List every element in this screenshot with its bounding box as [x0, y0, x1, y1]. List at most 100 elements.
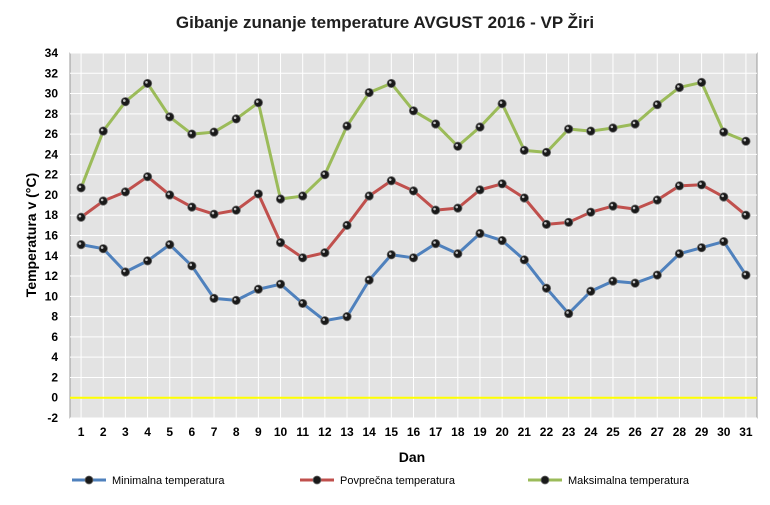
data-point: [253, 189, 263, 199]
x-tick-label: 27: [651, 425, 665, 439]
data-point: [497, 179, 507, 189]
data-point: [253, 98, 263, 108]
data-point: [231, 295, 241, 305]
x-tick-label: 14: [362, 425, 376, 439]
x-tick-label: 31: [739, 425, 753, 439]
data-point-highlight: [544, 221, 547, 225]
data-point: [275, 279, 286, 289]
data-point: [586, 126, 596, 136]
data-point-highlight: [145, 174, 148, 177]
data-point: [608, 276, 618, 286]
data-point: [475, 228, 485, 239]
data-point: [519, 145, 529, 155]
x-tick-label: 4: [144, 425, 151, 439]
data-point-highlight: [743, 272, 747, 276]
data-point: [696, 77, 707, 88]
data-point: [320, 170, 330, 180]
x-tick-label: 8: [233, 425, 240, 439]
series-2: [76, 172, 751, 263]
data-point-highlight: [278, 281, 281, 285]
y-tick-label: 2: [51, 370, 58, 384]
x-tick-label: 5: [166, 425, 173, 439]
x-tick-label: 17: [429, 425, 443, 439]
data-point: [364, 191, 374, 201]
y-tick-label: 8: [51, 310, 58, 324]
x-tick-label: 6: [189, 425, 196, 439]
data-point: [165, 190, 175, 200]
data-point: [120, 97, 131, 107]
data-point: [386, 176, 396, 186]
x-tick-label: 2: [100, 425, 107, 439]
data-point-highlight: [145, 81, 148, 84]
x-tick-label: 28: [673, 425, 687, 439]
data-point-highlight: [300, 193, 303, 197]
legend-swatch-marker: [84, 475, 94, 485]
data-point: [431, 239, 441, 249]
data-point-highlight: [455, 251, 459, 254]
legend-item: Maksimalna temperatura: [528, 475, 690, 487]
y-tick-label: 28: [45, 107, 59, 121]
data-point-highlight: [388, 252, 392, 255]
data-point: [431, 119, 441, 129]
data-point: [187, 202, 197, 212]
data-point: [541, 219, 552, 229]
data-point-highlight: [566, 219, 569, 223]
x-tick-label: 16: [407, 425, 421, 439]
data-point-highlight: [344, 123, 348, 127]
x-tick-label: 10: [274, 425, 288, 439]
data-point: [630, 204, 640, 214]
data-point-highlight: [721, 194, 724, 198]
data-point: [320, 248, 330, 258]
data-point: [98, 196, 108, 206]
x-tick-label: 12: [318, 425, 332, 439]
data-point: [541, 147, 552, 157]
data-point-highlight: [300, 255, 303, 259]
x-tick-label: 19: [473, 425, 487, 439]
x-tick-label: 9: [255, 425, 262, 439]
data-point-highlight: [78, 242, 82, 245]
data-point: [187, 261, 197, 271]
x-tick-label: 22: [540, 425, 554, 439]
data-point-highlight: [233, 297, 237, 301]
data-point-highlight: [699, 80, 702, 83]
data-point-highlight: [123, 269, 126, 273]
data-point: [364, 87, 374, 98]
data-point-highlight: [211, 211, 215, 215]
data-point-highlight: [278, 196, 281, 200]
data-point-highlight: [433, 121, 436, 125]
data-point-highlight: [499, 101, 503, 104]
y-tick-label: 6: [51, 330, 58, 344]
x-tick-label: 18: [451, 425, 465, 439]
data-point-highlight: [654, 272, 658, 276]
series-1: [76, 228, 751, 326]
y-tick-label: 22: [45, 168, 59, 182]
y-tick-label: 10: [45, 289, 59, 303]
legend-swatch-marker: [540, 475, 550, 485]
y-tick-label: 26: [45, 127, 59, 141]
data-point: [586, 286, 596, 296]
data-point: [586, 207, 596, 217]
data-point-highlight: [167, 114, 170, 118]
data-point: [741, 270, 751, 280]
data-point-highlight: [255, 191, 259, 195]
data-point-highlight: [610, 125, 614, 129]
data-point-highlight: [699, 245, 702, 248]
data-point-highlight: [477, 231, 481, 234]
data-point-highlight: [322, 250, 326, 253]
data-point-highlight: [677, 183, 680, 187]
data-point: [652, 270, 662, 280]
data-point: [209, 127, 219, 137]
series-lines: [76, 77, 751, 326]
x-tick-label: 20: [495, 425, 509, 439]
data-point-highlight: [189, 131, 193, 135]
data-point: [76, 240, 86, 250]
data-point-highlight: [167, 242, 170, 245]
data-point-highlight: [100, 198, 104, 202]
data-point-highlight: [632, 280, 636, 284]
data-point: [741, 136, 751, 146]
data-point-highlight: [477, 187, 481, 191]
data-point: [320, 316, 330, 326]
x-axis-ticks: 1 2 3 4 5 6 7 8 9 10 11 12 13 14 15 16 17 18 19 20 21 22 23 24 2…: [78, 425, 753, 439]
x-axis-label: Dan: [399, 449, 425, 465]
